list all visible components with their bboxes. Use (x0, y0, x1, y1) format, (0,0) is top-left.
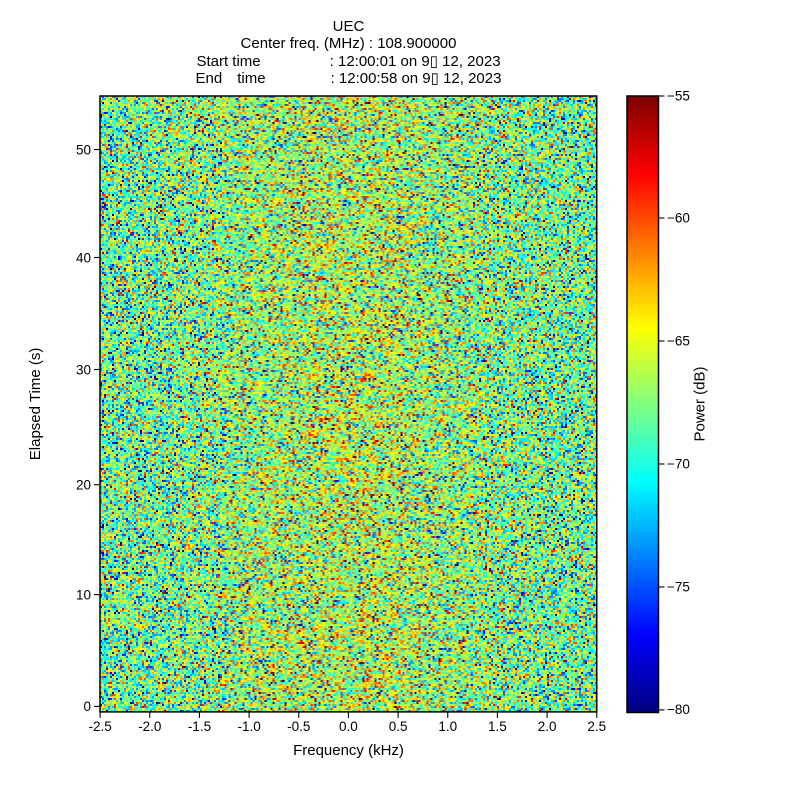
svg-text:−70: −70 (667, 457, 690, 472)
svg-text:20: 20 (76, 478, 91, 493)
svg-text:2.5: 2.5 (587, 719, 606, 734)
svg-text:2.0: 2.0 (538, 719, 557, 734)
svg-text:1.0: 1.0 (438, 719, 457, 734)
svg-text:Frequency (kHz): Frequency (kHz) (293, 742, 404, 759)
svg-text:0.5: 0.5 (389, 719, 408, 734)
svg-text:30: 30 (76, 362, 91, 377)
svg-text:−80: −80 (667, 702, 690, 717)
svg-text:-2.0: -2.0 (138, 719, 161, 734)
svg-text:0: 0 (83, 699, 91, 714)
svg-text:-0.5: -0.5 (287, 719, 310, 734)
svg-text:-2.5: -2.5 (88, 719, 111, 734)
svg-text:Elapsed Time (s): Elapsed Time (s) (27, 348, 44, 461)
svg-text:10: 10 (76, 588, 91, 603)
svg-text:Power (dB): Power (dB) (692, 366, 709, 441)
svg-text:1.5: 1.5 (488, 719, 507, 734)
svg-text:40: 40 (76, 250, 91, 265)
svg-text:-1.0: -1.0 (237, 719, 260, 734)
svg-text:−60: −60 (667, 211, 690, 226)
svg-text:0.0: 0.0 (339, 719, 358, 734)
svg-text:−75: −75 (667, 580, 690, 595)
svg-text:50: 50 (76, 142, 91, 157)
svg-text:-1.5: -1.5 (188, 719, 211, 734)
svg-text:−65: −65 (667, 334, 690, 349)
